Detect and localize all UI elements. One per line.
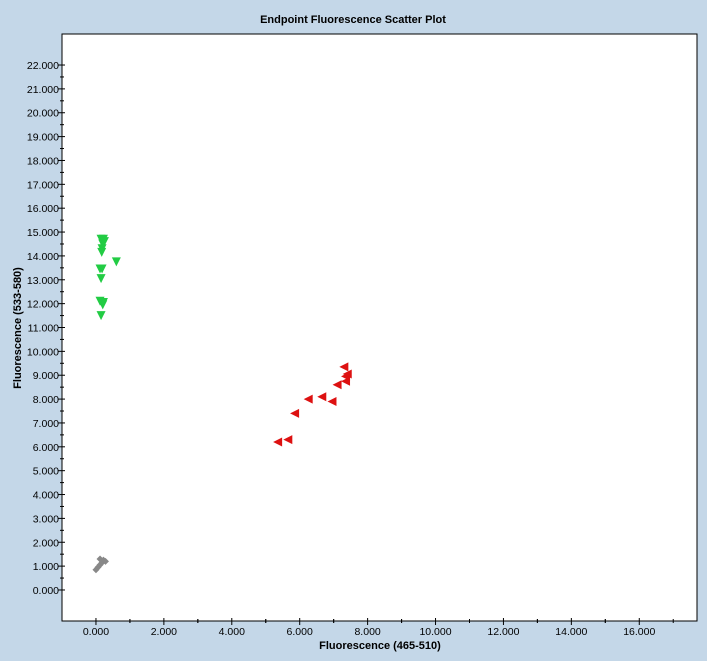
data-point-triangle-left (303, 394, 313, 404)
y-tick-label: 15.000 (27, 227, 59, 239)
data-point-triangle-down (96, 311, 106, 321)
x-tick-label: 10.000 (419, 626, 451, 638)
y-tick-label: 2.000 (33, 537, 59, 549)
data-point-triangle-down (111, 257, 121, 267)
x-tick-label: 2.000 (151, 626, 177, 638)
y-tick-label: 17.000 (27, 179, 59, 191)
y-tick-label: 10.000 (27, 346, 59, 358)
x-tick-label: 6.000 (287, 626, 313, 638)
y-tick-label: 3.000 (33, 513, 59, 525)
data-point-triangle-left (327, 396, 337, 406)
data-point-triangle-left (332, 380, 342, 390)
x-axis: 0.000 2.000 4.000 6.000 8.000 10.000 12.000 14.… (83, 618, 674, 638)
x-tick-label: 16.000 (623, 626, 655, 638)
y-tick-label: 14.000 (27, 251, 59, 263)
y-tick-label: 1.000 (33, 561, 59, 573)
y-axis: 0.000 1.000 2.000 3.000 4.000 5.000 6.000 7.000… (27, 60, 65, 597)
data-point-triangle-left (290, 408, 300, 418)
y-tick-label: 20.000 (27, 108, 59, 120)
x-tick-label: 0.000 (83, 626, 109, 638)
y-tick-label: 7.000 (33, 418, 59, 430)
data-point-triangle-left (283, 435, 293, 445)
y-tick-label: 18.000 (27, 155, 59, 167)
y-axis-label: Fluorescence (533-580) (12, 267, 24, 389)
y-tick-label: 8.000 (33, 394, 59, 406)
y-tick-label: 16.000 (27, 203, 59, 215)
x-tick-label: 14.000 (555, 626, 587, 638)
data-point-triangle-down (97, 247, 107, 257)
data-point-triangle-left (273, 437, 283, 447)
y-tick-label: 5.000 (33, 466, 59, 478)
y-tick-label: 9.000 (33, 370, 59, 382)
y-tick-label: 21.000 (27, 84, 59, 96)
y-tick-label: 11.000 (28, 323, 59, 335)
data-point-triangle-down (97, 264, 107, 274)
data-point-triangle-down (96, 274, 106, 284)
y-tick-label: 6.000 (33, 442, 59, 454)
data-point-triangle-down (98, 239, 108, 249)
x-tick-label: 8.000 (354, 626, 380, 638)
data-point-triangle-left (342, 369, 352, 379)
y-tick-label: 13.000 (27, 275, 59, 287)
y-tick-label: 4.000 (33, 490, 59, 502)
x-tick-label: 4.000 (219, 626, 245, 638)
chart-title: Endpoint Fluorescence Scatter Plot (260, 14, 446, 26)
y-tick-label: 19.000 (27, 132, 59, 144)
data-point-triangle-left (317, 392, 327, 402)
data-point-triangle-left (339, 362, 349, 372)
x-axis-label: Fluorescence (465-510) (319, 640, 441, 652)
y-tick-label: 0.000 (33, 585, 59, 597)
x-tick-label: 12.000 (487, 626, 519, 638)
data-point-triangle-down (98, 300, 108, 310)
data-point-diamond (101, 557, 109, 565)
y-tick-label: 12.000 (27, 299, 59, 311)
plot-area (61, 33, 698, 622)
data-points (92, 234, 352, 574)
y-tick-label: 22.000 (27, 60, 59, 72)
